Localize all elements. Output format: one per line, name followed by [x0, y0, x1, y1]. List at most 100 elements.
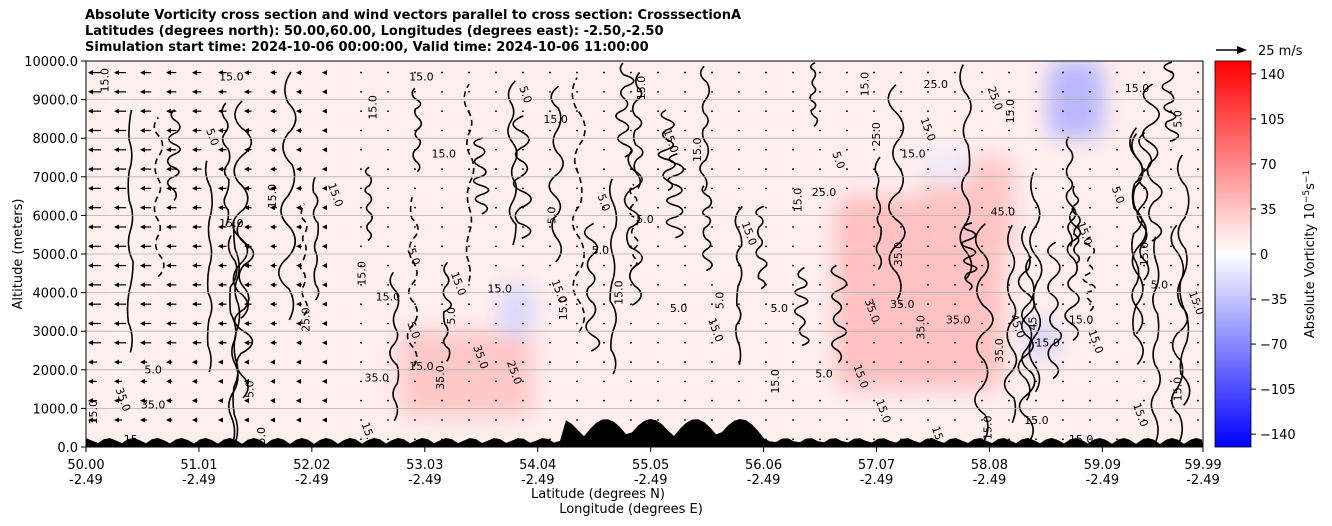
contour-label-9: 15.0 [691, 138, 704, 163]
y-tick-label-5: 5000.0 [33, 248, 79, 263]
wind-vector-head-4-1 [192, 89, 197, 95]
wind-vector-dot-14-12 [468, 303, 470, 306]
wind-vector-dot-37-16 [1089, 380, 1091, 383]
wind-vector-head-0-9 [88, 243, 93, 249]
wind-vector-dot-32-1 [954, 90, 956, 93]
wind-vector-dot-23-14 [711, 341, 713, 344]
wind-vector-dot-36-18 [1062, 419, 1064, 421]
wind-vector-dot-32-9 [954, 245, 956, 248]
wind-vector-head-3-10 [166, 263, 171, 269]
wind-vector-head-5-15 [218, 359, 223, 365]
contour-label-14: 5.0 [595, 192, 613, 213]
wind-vector-dot-14-2 [468, 110, 470, 113]
wind-vector-dot-24-8 [738, 226, 740, 228]
wind-vector-dot-29-9 [873, 245, 875, 248]
wind-vector-head-9-1 [322, 89, 327, 95]
wind-vector-dot-41-1 [1197, 90, 1199, 93]
wind-vector-dot-32-0 [954, 71, 956, 74]
contour-label-13: 15.0 [219, 217, 244, 230]
wind-vector-dot-39-5 [1143, 168, 1145, 170]
contour-label-25: 25.0 [924, 78, 949, 91]
wind-vector-dot-24-9 [738, 245, 740, 248]
wind-vector-dot-14-1 [468, 90, 470, 93]
wind-vector-dot-19-1 [603, 90, 605, 93]
wind-vector-dot-22-13 [684, 322, 686, 325]
wind-vector-head-4-17 [192, 398, 197, 404]
wind-vector-dot-12-0 [414, 71, 416, 74]
wind-vector-dot-11-2 [387, 110, 389, 113]
contour-label-64: 15.0 [487, 283, 512, 296]
contour-label-20: 5.0 [829, 150, 847, 171]
wind-vector-dot-27-0 [819, 71, 821, 74]
wind-vector-dot-11-14 [387, 341, 389, 344]
wind-vector-head-3-18 [166, 417, 171, 423]
wind-vector-dot-38-5 [1116, 168, 1118, 170]
wind-vector-dot-21-1 [657, 90, 659, 93]
wind-vector-head-3-0 [166, 70, 171, 76]
wind-vector-dot-17-16 [549, 380, 551, 383]
contour-line-10 [312, 176, 320, 301]
wind-vector-dot-38-7 [1116, 206, 1118, 209]
wind-vector-dot-13-10 [441, 264, 443, 267]
contour-label-31: 15.0 [1125, 82, 1150, 95]
wind-vector-dot-18-10 [576, 264, 578, 267]
wind-vector-head-1-2 [114, 108, 119, 114]
wind-vector-dot-39-18 [1143, 419, 1145, 421]
wind-vector-dot-22-4 [684, 148, 686, 151]
wind-vector-head-2-16 [140, 378, 145, 384]
wind-vector-head-8-13 [296, 320, 301, 326]
wind-vector-dot-28-1 [846, 90, 848, 93]
wind-vector-dot-41-14 [1197, 341, 1199, 344]
wind-vector-dot-38-3 [1116, 129, 1118, 132]
wind-vector-head-2-12 [140, 301, 145, 307]
contour-label-33: 15.0 [1138, 242, 1151, 267]
wind-vector-dot-20-0 [630, 71, 632, 74]
contour-label-28: 45.0 [991, 205, 1016, 218]
wind-vector-dot-32-5 [954, 168, 956, 170]
wind-vector-dot-35-9 [1035, 245, 1037, 248]
contour-label-42: 45 [1026, 316, 1039, 330]
contour-line-15 [1065, 136, 1077, 247]
wind-vector-dot-34-15 [1008, 361, 1010, 363]
wind-vector-head-5-3 [218, 127, 223, 133]
wind-vector-dot-34-13 [1008, 322, 1010, 325]
wind-vector-dot-37-17 [1089, 399, 1091, 402]
wind-vector-dot-23-4 [711, 148, 713, 151]
wind-vector-dot-18-17 [576, 399, 578, 402]
contour-line-1 [277, 71, 297, 321]
wind-vector-head-5-5 [218, 166, 223, 172]
wind-vector-dot-41-0 [1197, 71, 1199, 74]
wind-vector-dot-17-12 [549, 303, 551, 306]
wind-vector-dot-17-3 [549, 129, 551, 132]
wind-vector-dot-33-3 [981, 129, 983, 132]
wind-vector-dot-27-13 [819, 322, 821, 325]
wind-vector-head-3-17 [166, 398, 171, 404]
contour-label-68: 5.0 [404, 320, 422, 341]
wind-vector-head-3-4 [166, 147, 171, 153]
wind-vector-dot-15-18 [495, 419, 497, 421]
wind-vector-head-6-5 [244, 166, 249, 172]
contour-label-54: 15.0 [1172, 377, 1185, 402]
wind-vector-dot-35-7 [1035, 206, 1037, 209]
wind-vector-dot-12-16 [414, 380, 416, 383]
wind-vector-dot-27-19 [819, 438, 821, 441]
wind-vector-dot-35-8 [1035, 226, 1037, 228]
x-tick-label-lon-0: -2.49 [69, 473, 103, 488]
contour-line-37 [389, 271, 400, 422]
wind-vector-dot-36-1 [1062, 90, 1064, 93]
wind-vector-dot-10-14 [360, 341, 362, 344]
colorbar-tick-label-0: 140 [1260, 68, 1285, 83]
wind-vector-dot-37-6 [1089, 187, 1091, 190]
contour-label-48: 15.0 [769, 369, 782, 394]
wind-vector-head-0-1 [88, 89, 93, 95]
wind-vector-dot-21-8 [657, 226, 659, 228]
wind-vector-dot-12-18 [414, 419, 416, 421]
wind-vector-dot-30-11 [900, 283, 902, 286]
wind-vector-dot-26-16 [792, 380, 794, 383]
wind-vector-dot-22-16 [684, 380, 686, 383]
contour-label-4: 15.0 [409, 70, 434, 83]
contour-line-51 [232, 100, 253, 320]
wind-vector-dot-16-18 [522, 419, 524, 421]
wind-vector-dot-38-17 [1116, 399, 1118, 402]
wind-vector-head-8-10 [296, 263, 301, 269]
